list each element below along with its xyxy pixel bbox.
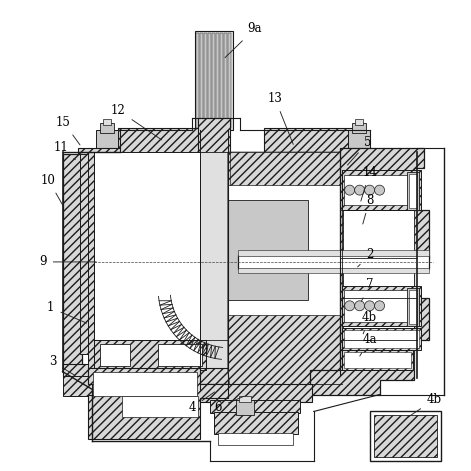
Circle shape [374,185,384,195]
Bar [63,375,92,396]
Bar [118,128,206,154]
Bar [202,128,226,148]
Bar [238,268,430,273]
Bar [238,255,430,269]
Circle shape [355,185,365,195]
Bar [228,200,308,300]
Bar [216,32,219,128]
Bar [198,118,230,154]
Circle shape [365,301,374,311]
Text: 12: 12 [111,104,162,140]
Bar [93,372,197,396]
Circle shape [345,301,355,311]
Bar [204,32,207,128]
Bar [212,32,215,128]
Bar [374,415,438,457]
Bar [348,130,370,150]
Bar [210,399,300,414]
Bar [228,32,231,128]
Bar [355,119,363,125]
Text: 9a: 9a [225,22,262,57]
Bar [407,172,420,210]
Bar [407,288,420,326]
Bar [200,383,312,401]
Bar [100,123,114,133]
Circle shape [365,185,374,195]
Bar [344,352,412,367]
Bar [81,154,90,354]
Text: 4b: 4b [362,311,377,334]
Bar [196,32,199,128]
Circle shape [355,301,365,311]
Bar [341,328,422,349]
Text: 14: 14 [361,166,377,201]
Bar [218,433,293,446]
Polygon shape [310,148,430,395]
Bar [236,399,254,415]
Bar [79,148,121,162]
Bar [89,152,94,370]
Bar [200,32,203,128]
Bar [370,412,441,461]
Bar [341,170,422,210]
Text: 9: 9 [39,255,96,268]
Bar [94,152,206,370]
Bar [97,130,118,150]
Text: 13: 13 [268,92,293,145]
Text: 10: 10 [41,174,64,206]
Bar [208,32,211,128]
Text: 5: 5 [348,136,371,165]
Text: 4: 4 [188,392,215,414]
Bar [224,32,227,128]
Polygon shape [89,367,228,439]
Bar [220,32,223,128]
Bar [63,364,105,378]
Bar [104,119,111,125]
Bar [239,396,251,401]
Bar [122,396,198,417]
Bar [94,340,206,370]
Bar [214,413,298,434]
Circle shape [374,301,384,311]
Circle shape [345,185,355,195]
Text: 3: 3 [49,355,75,375]
Bar [341,286,422,326]
Bar [341,349,414,370]
Bar [264,128,354,154]
Text: 11: 11 [53,141,75,160]
Bar [352,123,365,133]
Bar [195,31,233,130]
Bar [344,330,420,348]
Bar [100,344,130,365]
Text: 2: 2 [357,248,374,267]
Text: 4a: 4a [360,333,377,356]
Text: 8: 8 [363,194,374,224]
Bar [238,250,430,256]
Bar [344,175,420,205]
Text: 1: 1 [47,301,87,323]
Bar [63,154,82,372]
Bar [409,290,417,324]
Bar [344,290,420,322]
Bar [158,344,202,365]
Bar [343,170,414,370]
Text: 15: 15 [56,116,80,145]
Bar [228,185,340,315]
Bar [89,367,228,383]
Text: 7: 7 [362,278,374,301]
Polygon shape [228,152,370,395]
Bar [200,152,228,370]
Bar [409,174,417,208]
Text: 4b: 4b [408,393,442,417]
Text: 6: 6 [214,396,244,414]
